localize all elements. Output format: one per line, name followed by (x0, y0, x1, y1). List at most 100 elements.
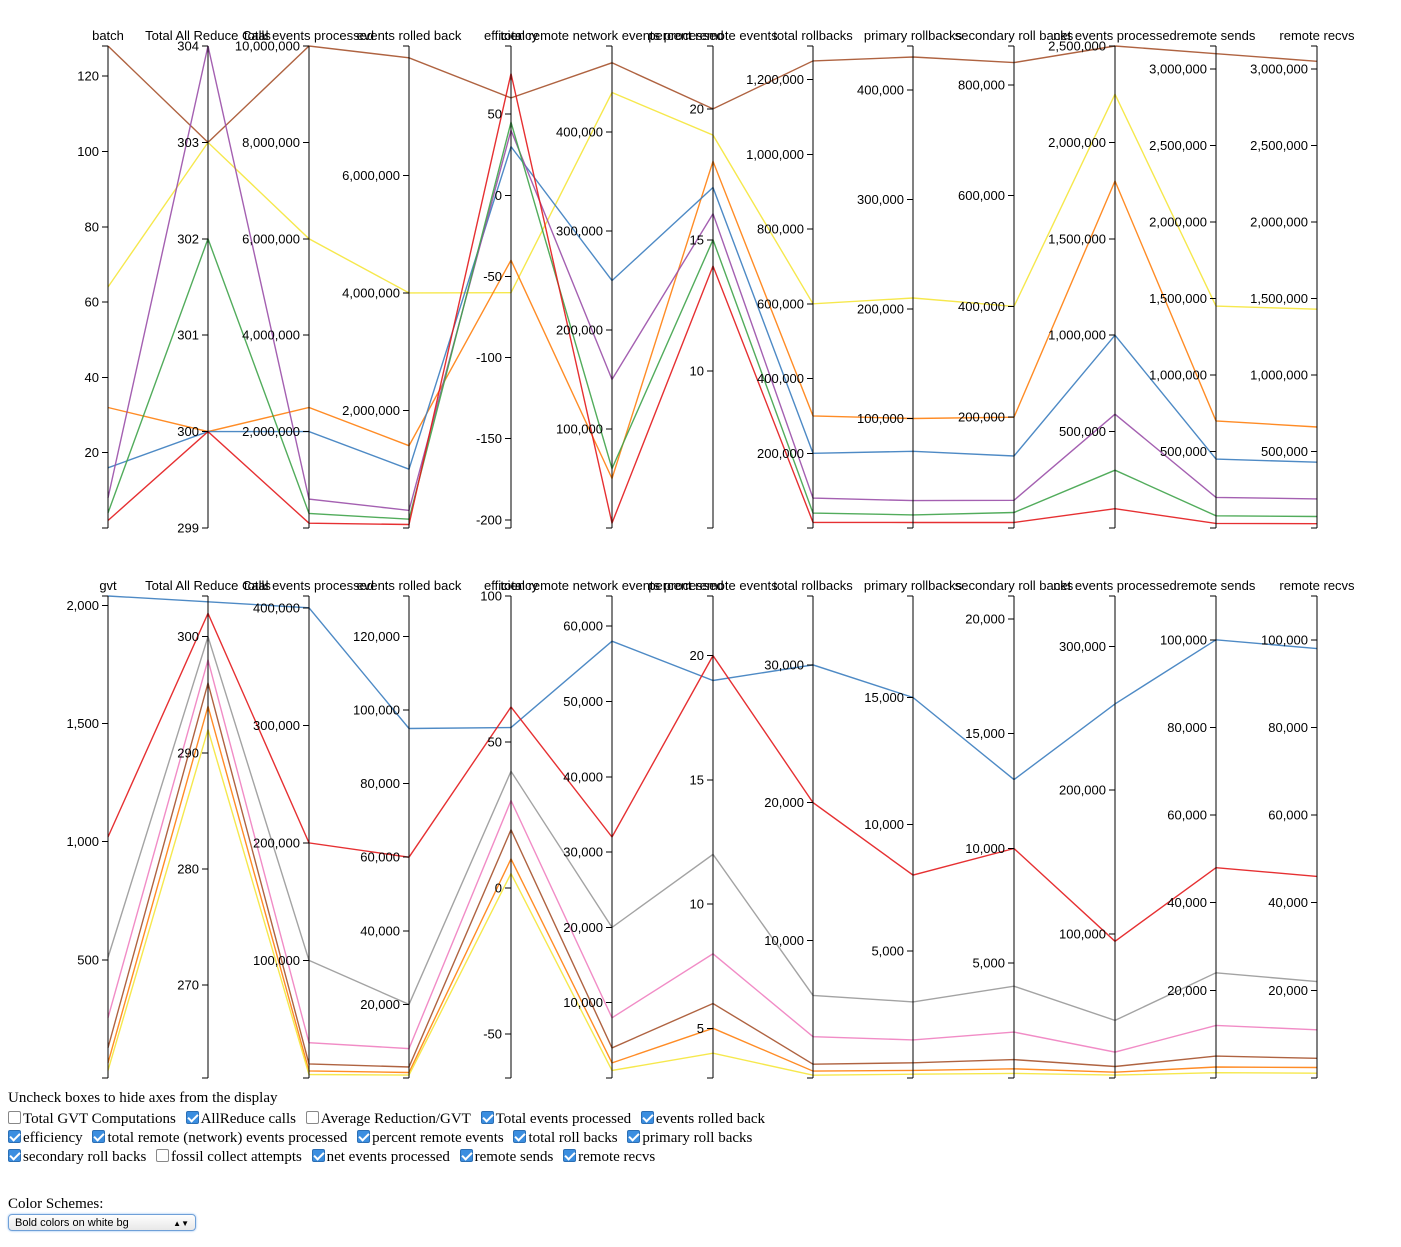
axis-title[interactable]: remote sends (1177, 578, 1256, 593)
checkbox-label: efficiency (23, 1130, 83, 1146)
checkbox-efficiency[interactable]: efficiency (8, 1129, 83, 1148)
axis-title[interactable]: remote sends (1177, 28, 1256, 43)
tick-label: 2,500,000 (1048, 39, 1106, 54)
tick-label: 1,500,000 (1250, 291, 1308, 306)
checkbox-remote-sends[interactable]: remote sends (459, 1148, 553, 1167)
checkbox-percent-remote[interactable]: percent remote events (357, 1129, 504, 1148)
checkbox-total-events[interactable]: Total events processed (480, 1110, 632, 1129)
checkbox-net-events[interactable]: net events processed (311, 1148, 450, 1167)
tick-label: 20 (690, 648, 704, 663)
tick-label: 2,000 (66, 598, 99, 613)
checkbox-box[interactable] (640, 1111, 654, 1124)
checkbox-box[interactable] (185, 1111, 199, 1124)
checkbox-box[interactable] (8, 1149, 21, 1162)
axis-title[interactable]: batch (92, 28, 124, 43)
tick-label: 120,000 (353, 629, 400, 644)
checkbox-label: Total GVT Computations (23, 1111, 176, 1127)
checkbox-total-roll-backs[interactable]: total roll backs (513, 1129, 618, 1148)
tick-label: 20,000 (1268, 983, 1308, 998)
checkbox-label: Total events processed (495, 1111, 632, 1127)
checkbox-box[interactable] (305, 1111, 319, 1124)
tick-label: 10 (690, 897, 704, 912)
axis-title[interactable]: total events processed (244, 28, 374, 43)
checkbox-box[interactable] (480, 1111, 494, 1124)
axis-title[interactable]: total remote network events processed (500, 28, 723, 43)
tick-label: 40,000 (1167, 895, 1207, 910)
axis-title[interactable]: events rolled back (357, 578, 462, 593)
tick-label: 2,000,000 (242, 424, 300, 439)
checkbox-box[interactable] (513, 1130, 527, 1143)
checkbox-box[interactable] (311, 1149, 325, 1162)
tick-label: 1,000,000 (1149, 367, 1207, 382)
axis-title[interactable]: secondary roll backs (955, 578, 1074, 593)
checkbox-total-remote[interactable]: total remote (network) events processed (92, 1129, 347, 1148)
axes-instruction: Uncheck boxes to hide axes from the disp… (8, 1090, 278, 1106)
tick-label: 1,200,000 (746, 72, 804, 87)
checkbox-fossil-collect[interactable]: fossil collect attempts (156, 1148, 302, 1167)
axis-title[interactable]: total remote network events processed (500, 578, 723, 593)
checkbox-box[interactable] (563, 1149, 577, 1162)
tick-label: 10,000 (864, 817, 904, 832)
tick-label: 400,000 (958, 299, 1005, 314)
axis-title[interactable]: total rollbacks (773, 578, 853, 593)
checkbox-label: total roll backs (528, 1130, 618, 1146)
checkbox-secondary-roll-backs[interactable]: secondary roll backs (8, 1148, 146, 1167)
axis-title[interactable]: Total All Reduce Calls (145, 578, 271, 593)
checkbox-events-rolled-back[interactable]: events rolled back (640, 1110, 766, 1129)
checkbox-remote-recvs[interactable]: remote recvs (563, 1148, 655, 1167)
axis-title[interactable]: remote recvs (1279, 578, 1355, 593)
tick-label: -150 (476, 431, 502, 446)
axis-title[interactable]: percent remote events (648, 578, 778, 593)
axis: 2,000,000 4,000,000 6,000,000 events rolled… (342, 28, 462, 529)
axis-title[interactable]: primary rollbacks (864, 28, 963, 43)
tick-label: 15 (690, 232, 704, 247)
axis: 500,000 1,000,000 1,500,000 2,000,000 2,500,… (1250, 28, 1355, 529)
checkbox-box[interactable] (627, 1130, 641, 1143)
tick-label: 50 (488, 107, 502, 122)
axis-title[interactable]: efficiency (484, 28, 538, 43)
controls-panel: Uncheck boxes to hide axes from the disp… (8, 1089, 908, 1231)
axis-title[interactable]: events rolled back (357, 28, 462, 43)
checkbox-allreduce[interactable]: AllReduce calls (185, 1110, 296, 1129)
axis-title[interactable]: net events processed (1053, 28, 1177, 43)
axis-title[interactable]: total rollbacks (773, 28, 853, 43)
tick-label: 400,000 (757, 371, 804, 386)
tick-label: 2,000,000 (1250, 214, 1308, 229)
checkbox-box[interactable] (357, 1130, 371, 1143)
color-scheme-select[interactable]: Bold colors on white bg ▲▼ (8, 1214, 196, 1231)
checkbox-box[interactable] (8, 1111, 21, 1124)
tick-label: 4,000,000 (242, 328, 300, 343)
checkbox-primary-roll-backs[interactable]: primary roll backs (627, 1129, 752, 1148)
axis-title[interactable]: remote recvs (1279, 28, 1355, 43)
chart-panel-1: 20406080100120batch299300301302303304Tot… (77, 28, 1355, 536)
checkbox-box[interactable] (459, 1149, 473, 1162)
tick-label: 0 (495, 881, 502, 896)
checkbox-total-gvt[interactable]: Total GVT Computations (8, 1110, 176, 1129)
axis-title[interactable]: primary rollbacks (864, 578, 963, 593)
tick-label: 290 (177, 745, 199, 760)
axis-title[interactable]: percent remote events (648, 28, 778, 43)
tick-label: 600,000 (757, 296, 804, 311)
axis-title[interactable]: total events processed (244, 578, 374, 593)
tick-label: 20,000 (965, 611, 1005, 626)
checkbox-box[interactable] (8, 1130, 21, 1143)
tick-label: 80,000 (1167, 720, 1207, 735)
checkbox-avg-reduction[interactable]: Average Reduction/GVT (305, 1110, 471, 1129)
checkbox-label: events rolled back (655, 1111, 766, 1127)
tick-label: 40 (85, 370, 99, 385)
axis-title[interactable]: efficiency (484, 578, 538, 593)
axis-title[interactable]: gvt (99, 578, 117, 593)
tick-label: 80 (85, 219, 99, 234)
axis-title[interactable]: net events processed (1053, 578, 1177, 593)
tick-label: 5,000 (871, 944, 904, 959)
tick-label: 2,000,000 (1048, 135, 1106, 150)
tick-label: 100,000 (556, 422, 603, 437)
tick-label: 400,000 (253, 600, 300, 615)
checkbox-box[interactable] (92, 1130, 106, 1143)
checkbox-box[interactable] (156, 1149, 170, 1162)
tick-label: 300,000 (1059, 639, 1106, 654)
axis-title[interactable]: Total All Reduce Calls (145, 28, 271, 43)
tick-label: 20,000 (563, 920, 603, 935)
axis-title[interactable]: secondary roll backs (955, 28, 1074, 43)
